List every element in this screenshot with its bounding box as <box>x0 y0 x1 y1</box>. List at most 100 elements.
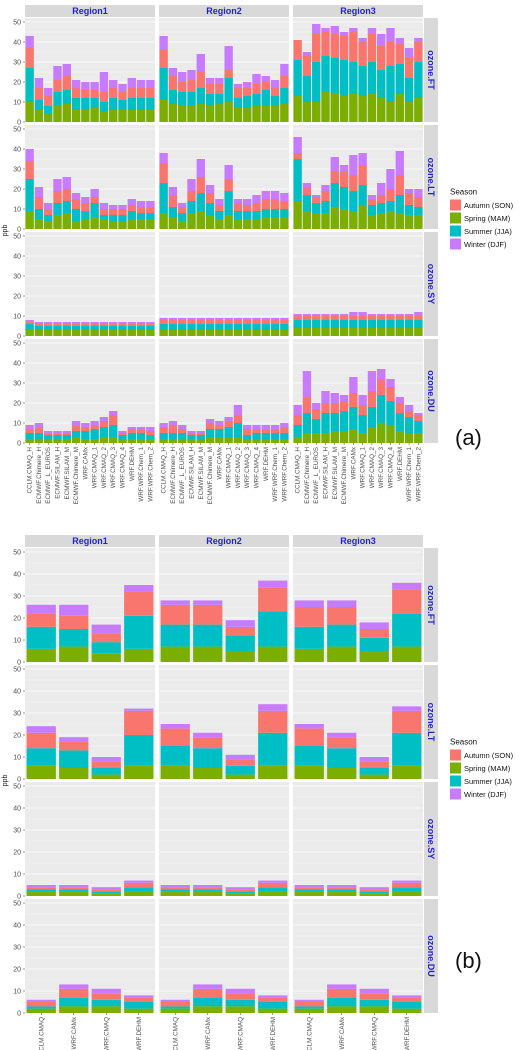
bar-segment <box>392 997 422 1002</box>
bar-segment <box>270 425 280 429</box>
bar-segment <box>196 177 205 193</box>
bar-segment <box>196 159 205 177</box>
y-tick-label: 20 <box>13 80 21 87</box>
bar-segment <box>377 98 386 122</box>
bar-segment <box>294 724 324 729</box>
x-tick-label: ECMWF.Chimere_M <box>207 447 214 504</box>
y-tick-label: 50 <box>13 901 21 908</box>
bar-segment <box>358 96 367 122</box>
bar-segment <box>293 153 302 159</box>
bar-segment <box>280 433 289 439</box>
bar-segment <box>392 1002 422 1009</box>
bar-segment <box>215 78 224 84</box>
chart-0: Region1 Region2 Region3 ozone.FT 0 10 20 30 40 50… <box>2 5 514 504</box>
x-tick-label: WRF.CAMx <box>205 1016 212 1049</box>
bar-segment <box>187 330 196 336</box>
bar-segment <box>205 330 215 336</box>
bar-segment <box>414 197 423 207</box>
bar-segment <box>196 330 205 336</box>
x-tick-label: ECMWF.SILAM_M <box>64 447 71 499</box>
bar-segment <box>59 737 89 742</box>
bar-segment <box>224 437 233 443</box>
bar-segment <box>146 427 155 431</box>
bar-segment <box>414 189 423 197</box>
bar-segment <box>404 314 414 316</box>
bar-segment <box>358 328 367 336</box>
facet-strip-column <box>293 5 423 17</box>
x-tick-label: WRF.CMAQ <box>371 1017 378 1050</box>
bar-segment <box>327 889 357 892</box>
facet-strip-row <box>424 548 438 662</box>
bar-segment <box>225 620 255 627</box>
bar-segment <box>59 750 89 768</box>
bar-segment <box>261 318 270 320</box>
bar-segment <box>81 326 90 330</box>
bar-segment <box>330 314 339 316</box>
bar-segment <box>224 320 233 324</box>
bar-segment <box>159 36 168 50</box>
bar-segment <box>261 106 270 122</box>
bar-segment <box>205 423 215 429</box>
bar-segment <box>377 213 386 229</box>
panel-background <box>25 232 155 336</box>
bar-segment <box>118 84 127 92</box>
bar-segment <box>294 885 324 888</box>
bar-segment <box>71 324 81 326</box>
bar-segment <box>395 151 404 175</box>
bar-segment <box>146 439 155 443</box>
bar-segment <box>312 409 321 419</box>
bar-segment <box>118 439 127 443</box>
bar-segment <box>327 624 357 647</box>
bar-segment <box>168 320 178 324</box>
bar-segment <box>404 189 414 193</box>
bar-segment <box>118 110 127 122</box>
y-tick-label: 50 <box>13 234 21 241</box>
bar-segment <box>25 149 34 161</box>
bar-segment <box>59 997 89 1007</box>
bar-segment <box>118 433 127 435</box>
bar-segment <box>312 24 321 34</box>
bar-segment <box>205 437 215 443</box>
bar-segment <box>160 646 190 662</box>
bar-segment <box>367 314 377 316</box>
bar-segment <box>59 984 89 989</box>
bar-segment <box>109 205 118 209</box>
bar-segment <box>81 203 90 211</box>
bar-segment <box>395 44 404 64</box>
bar-segment <box>99 92 109 102</box>
bar-segment <box>159 100 168 122</box>
x-tick-label: WRF.CMAQ_2 <box>369 447 376 489</box>
legend-swatch <box>450 788 461 800</box>
bar-segment <box>294 648 324 662</box>
x-tick-label: WRF.CAMx <box>350 446 357 479</box>
bar-segment <box>26 626 56 649</box>
bar-segment <box>243 108 252 122</box>
bar-segment <box>127 98 136 110</box>
bar-segment <box>312 62 321 102</box>
facet-label-row: ozone.SY <box>426 819 436 860</box>
bar-segment <box>243 82 252 88</box>
bar-segment <box>302 397 312 413</box>
bar-segment <box>225 635 255 651</box>
bar-segment <box>81 219 90 229</box>
x-tick-label: CCLM.CMAQ <box>172 1017 179 1050</box>
bar-segment <box>178 433 187 439</box>
bar-segment <box>358 66 367 96</box>
bar-segment <box>349 211 358 229</box>
bar-segment <box>34 88 44 100</box>
bar-segment <box>293 405 302 415</box>
bar-segment <box>160 887 190 890</box>
bar-segment <box>81 322 90 324</box>
bar-segment <box>359 993 389 1000</box>
y-tick-label: 50 <box>13 667 21 674</box>
bar-segment <box>392 882 422 888</box>
bar-segment <box>225 999 255 1007</box>
bar-segment <box>34 78 44 88</box>
bar-segment <box>62 330 71 336</box>
bar-segment <box>349 28 358 32</box>
x-tick-label: ECMWF.Chimere_M <box>341 447 348 504</box>
facet-strip-row <box>424 782 438 896</box>
bar-segment <box>386 316 395 320</box>
bar-segment <box>159 153 168 163</box>
bar-segment <box>168 195 178 207</box>
